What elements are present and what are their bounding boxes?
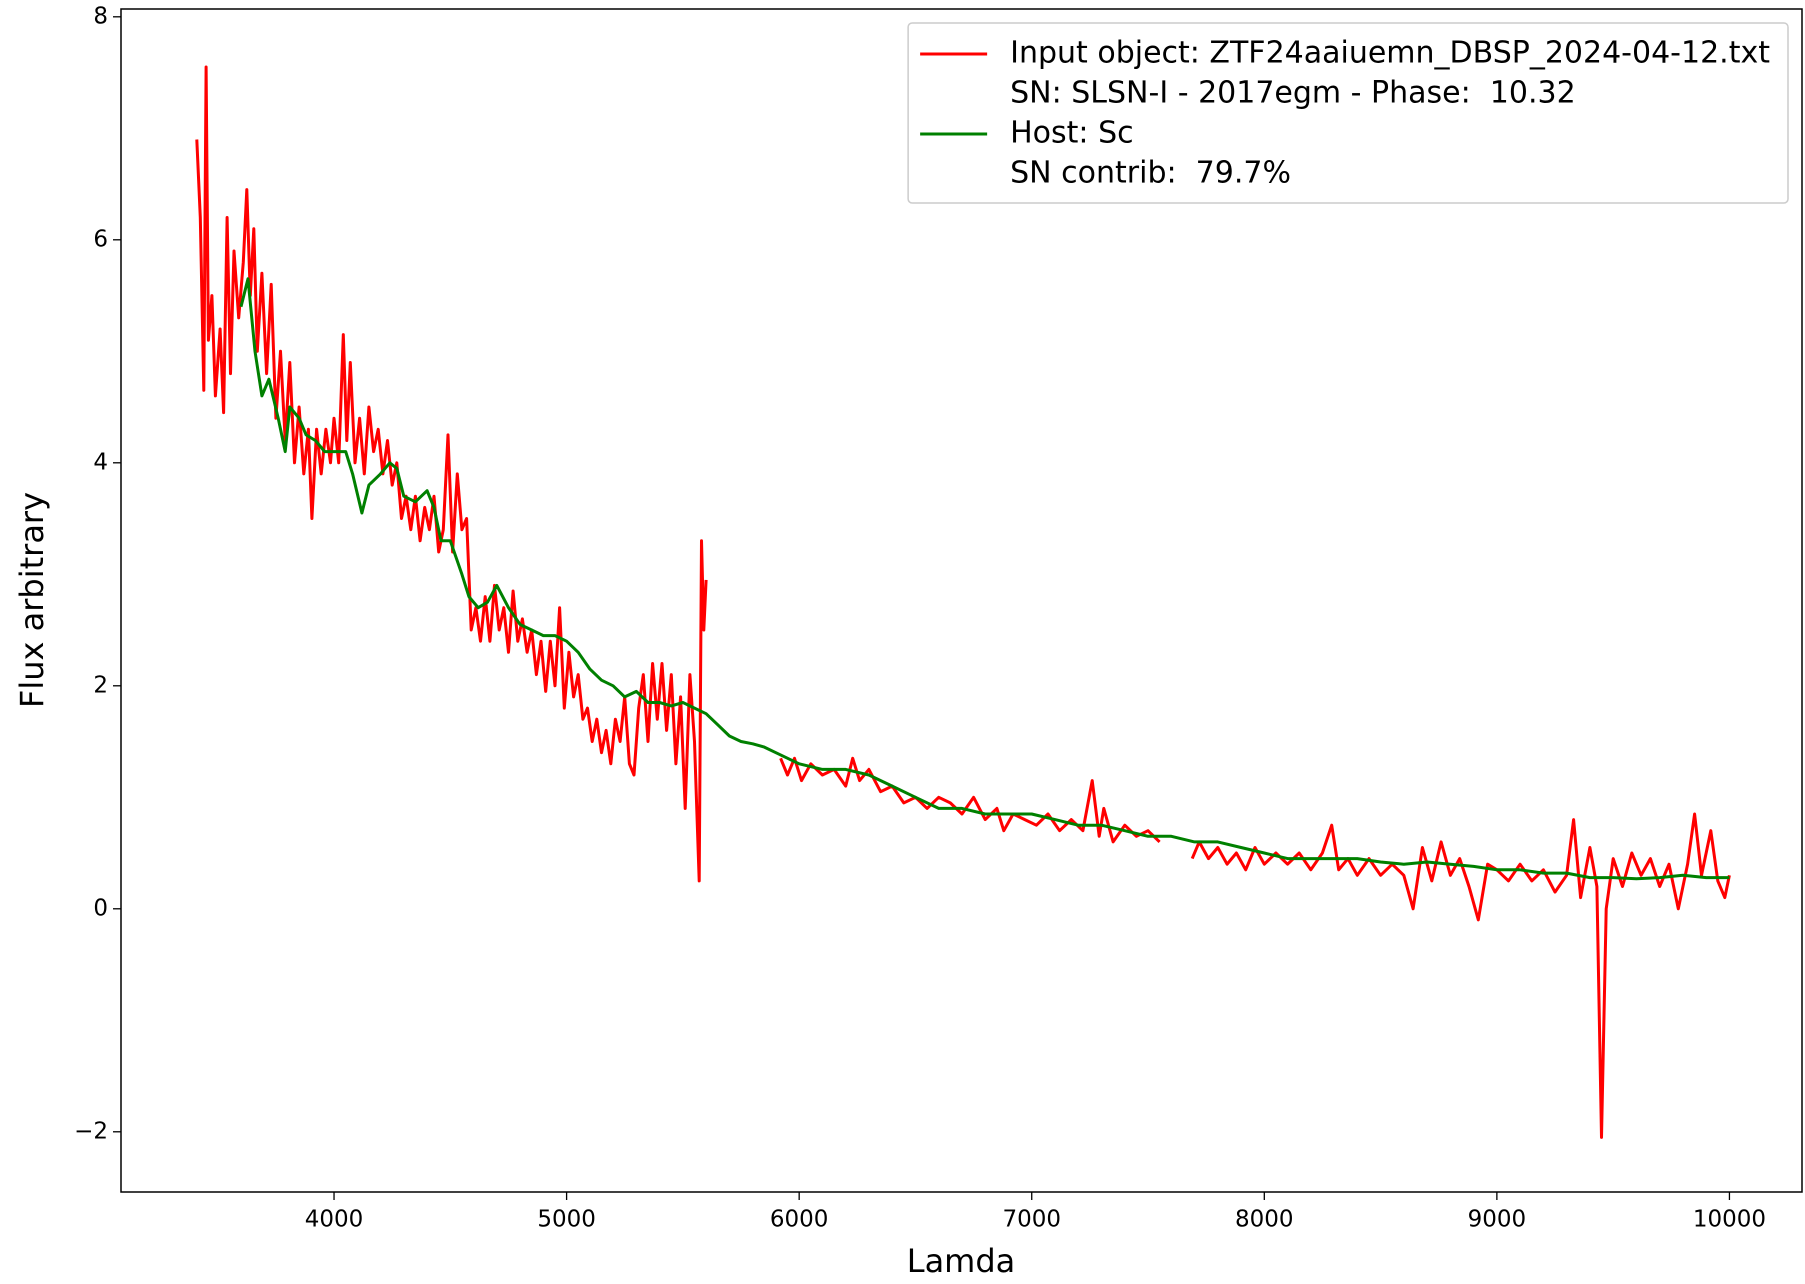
x-axis-label: Lamda: [907, 1242, 1016, 1280]
x-tick-label: 7000: [1002, 1207, 1061, 1233]
legend: Input object: ZTF24aaiuemn_DBSP_2024-04-…: [907, 22, 1789, 204]
series-line: [239, 277, 1730, 881]
x-tick-label: 9000: [1468, 1207, 1527, 1233]
legend-label: SN contrib: 79.7%: [1010, 156, 1291, 191]
series-line: [195, 65, 1731, 1139]
x-tick-label: 8000: [1235, 1207, 1294, 1233]
y-tick-label: 2: [93, 672, 108, 698]
y-tick-label: 0: [93, 895, 108, 921]
y-tick-label: 8: [93, 3, 108, 29]
y-tick-label: −2: [74, 1118, 108, 1144]
x-tick-label: 10000: [1693, 1207, 1766, 1233]
legend-label: Input object: ZTF24aaiuemn_DBSP_2024-04-…: [1010, 36, 1770, 71]
legend-label: Host: Sc: [1010, 116, 1134, 151]
legend-label: SN: SLSN-I - 2017egm - Phase: 10.32: [1010, 76, 1576, 111]
plot-frame: [120, 8, 1803, 1193]
y-axis-label: Flux arbitrary: [13, 492, 51, 708]
x-tick-label: 6000: [770, 1207, 829, 1233]
x-tick-label: 4000: [305, 1207, 364, 1233]
x-tick-label: 5000: [537, 1207, 596, 1233]
y-tick-label: 6: [93, 226, 108, 252]
y-tick-label: 4: [93, 449, 108, 475]
legend-box: [907, 22, 1789, 204]
